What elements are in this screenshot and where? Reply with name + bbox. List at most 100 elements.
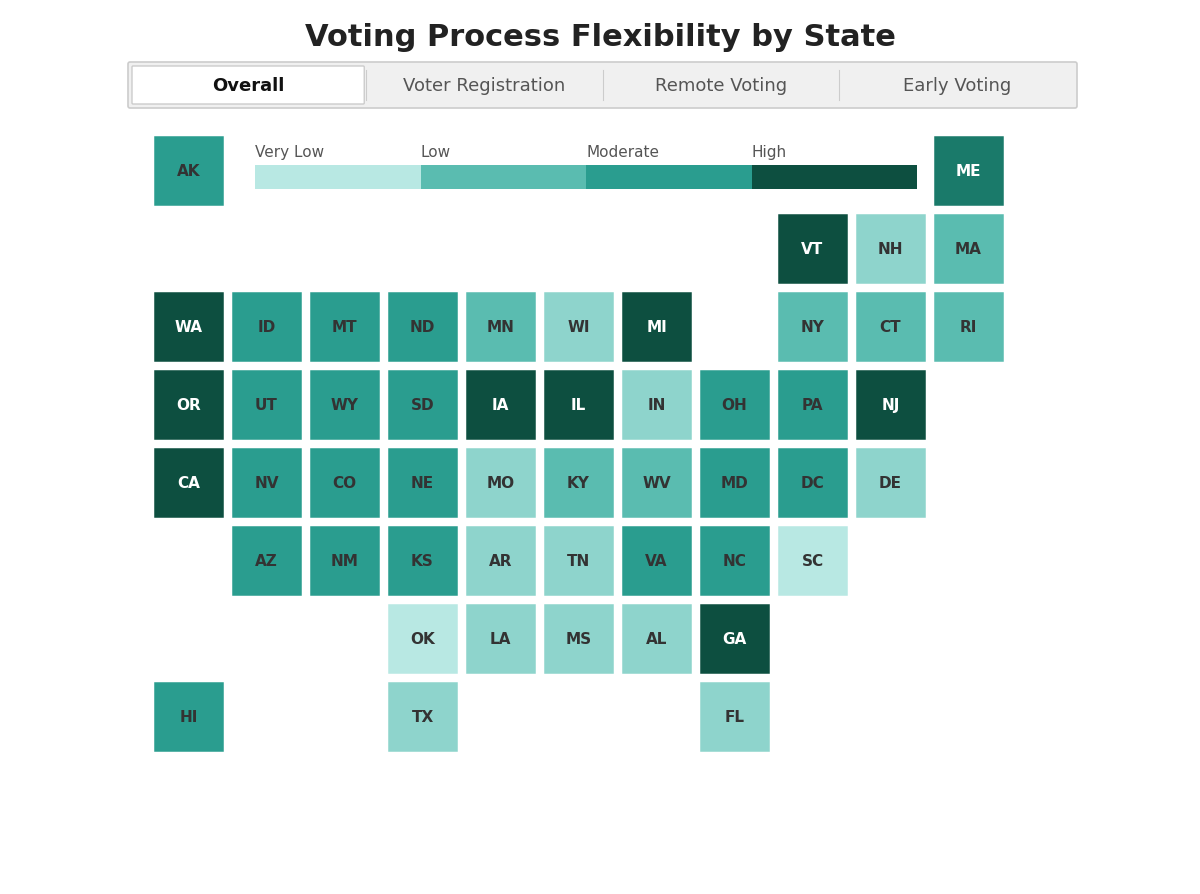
Bar: [698, 525, 772, 597]
Text: Overall: Overall: [212, 77, 284, 95]
Text: CO: CO: [332, 476, 356, 491]
Text: MS: MS: [565, 631, 592, 646]
Text: High: High: [751, 145, 787, 160]
Bar: [776, 291, 850, 364]
Text: MT: MT: [331, 320, 358, 334]
Text: DC: DC: [800, 476, 824, 491]
Bar: [230, 368, 302, 442]
Text: MA: MA: [955, 241, 982, 257]
Text: NY: NY: [800, 320, 824, 334]
Bar: [230, 446, 302, 519]
Text: AZ: AZ: [256, 553, 278, 569]
Bar: [152, 446, 226, 519]
Bar: [698, 368, 772, 442]
Text: Voter Registration: Voter Registration: [403, 77, 565, 95]
Bar: [308, 368, 382, 442]
Bar: [776, 446, 850, 519]
Text: WI: WI: [568, 320, 589, 334]
Text: FL: FL: [725, 709, 744, 724]
Bar: [776, 368, 850, 442]
Bar: [620, 291, 694, 364]
Text: AK: AK: [176, 164, 200, 179]
Bar: [464, 603, 538, 675]
Text: SD: SD: [410, 398, 434, 412]
Text: CA: CA: [178, 476, 200, 491]
Bar: [386, 368, 458, 442]
Bar: [932, 213, 1006, 286]
Bar: [386, 603, 458, 675]
Bar: [698, 446, 772, 519]
Text: Voting Process Flexibility by State: Voting Process Flexibility by State: [305, 22, 895, 52]
Bar: [932, 135, 1006, 207]
Text: RI: RI: [960, 320, 977, 334]
Text: UT: UT: [256, 398, 278, 412]
FancyBboxPatch shape: [132, 67, 365, 105]
Text: OH: OH: [721, 398, 748, 412]
Bar: [620, 525, 694, 597]
Bar: [854, 291, 928, 364]
Bar: [620, 446, 694, 519]
Bar: [464, 446, 538, 519]
Text: Low: Low: [420, 145, 451, 160]
Text: GA: GA: [722, 631, 746, 646]
Text: NJ: NJ: [881, 398, 900, 412]
Text: NC: NC: [722, 553, 746, 569]
Bar: [620, 603, 694, 675]
Bar: [620, 368, 694, 442]
Text: Early Voting: Early Voting: [902, 77, 1010, 95]
Text: WY: WY: [330, 398, 359, 412]
Bar: [854, 446, 928, 519]
Text: IA: IA: [492, 398, 509, 412]
Text: LA: LA: [490, 631, 511, 646]
Bar: [932, 291, 1006, 364]
Bar: [230, 525, 302, 597]
Bar: [776, 213, 850, 286]
Bar: [386, 525, 458, 597]
Bar: [256, 166, 420, 190]
Bar: [542, 446, 616, 519]
Text: Remote Voting: Remote Voting: [654, 77, 787, 95]
Bar: [542, 603, 616, 675]
Text: AR: AR: [488, 553, 512, 569]
Bar: [420, 166, 586, 190]
Text: SC: SC: [802, 553, 823, 569]
Bar: [152, 368, 226, 442]
Bar: [542, 291, 616, 364]
Bar: [152, 680, 226, 753]
Bar: [152, 135, 226, 207]
Bar: [854, 213, 928, 286]
Text: WA: WA: [174, 320, 203, 334]
Bar: [751, 166, 917, 190]
Text: Very Low: Very Low: [256, 145, 324, 160]
Text: MO: MO: [486, 476, 515, 491]
Bar: [464, 368, 538, 442]
Text: MD: MD: [721, 476, 749, 491]
Bar: [308, 525, 382, 597]
Text: OR: OR: [176, 398, 200, 412]
Bar: [308, 291, 382, 364]
Text: NM: NM: [330, 553, 359, 569]
Bar: [464, 525, 538, 597]
Text: AL: AL: [646, 631, 667, 646]
Text: HI: HI: [179, 709, 198, 724]
Text: TN: TN: [566, 553, 590, 569]
Text: DE: DE: [878, 476, 902, 491]
Text: IL: IL: [571, 398, 586, 412]
Bar: [586, 166, 751, 190]
Bar: [698, 680, 772, 753]
Text: ID: ID: [257, 320, 276, 334]
Bar: [152, 291, 226, 364]
Bar: [776, 525, 850, 597]
Text: MI: MI: [646, 320, 667, 334]
Text: ND: ND: [410, 320, 436, 334]
Text: MN: MN: [486, 320, 515, 334]
Text: NH: NH: [877, 241, 904, 257]
FancyBboxPatch shape: [128, 63, 1078, 109]
Text: PA: PA: [802, 398, 823, 412]
Text: OK: OK: [410, 631, 434, 646]
Bar: [464, 291, 538, 364]
Bar: [230, 291, 302, 364]
Bar: [386, 446, 458, 519]
Text: ME: ME: [955, 164, 982, 179]
Text: TX: TX: [412, 709, 433, 724]
